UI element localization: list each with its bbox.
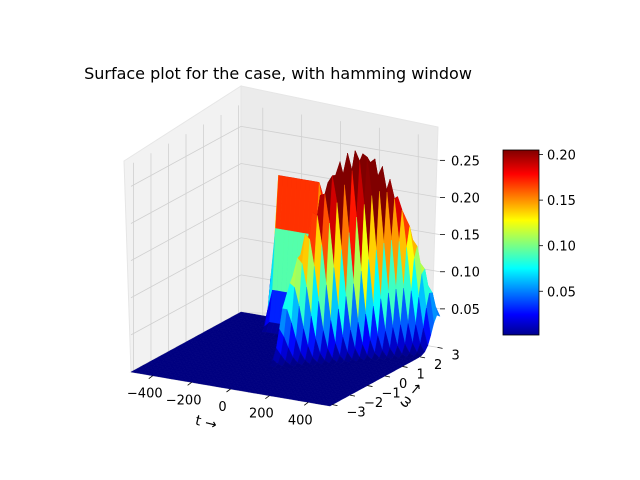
y-tick-label: 1 [417,367,425,382]
y-tick [349,394,356,397]
z-grid-line [130,125,441,187]
x-tick [303,401,309,406]
y-tick [367,385,373,387]
x-tick [148,375,154,380]
colorbar-tick-label: 0.15 [547,194,576,209]
z-tick-label: 0.20 [451,191,480,206]
z-tick-label: 0.05 [451,303,480,318]
x-tick [265,395,270,399]
z-axis-ticks: 0.05 0.10 0.15 0.20 0.25 [440,154,480,318]
colorbar-tick-label: 0.05 [547,285,576,300]
colorbar-tick-label: 0.10 [547,240,576,255]
colorbar: 0.05 0.10 0.15 0.20 [502,149,576,336]
y-tick-label: 2 [434,358,442,373]
chart-title: Surface plot for the case, with hamming … [84,64,472,83]
x-axis-label: t → [194,413,219,434]
x-tick-label: 200 [249,407,274,422]
x-axis-ticks: −400 −200 0 200 400 [127,375,313,428]
surface-patch [324,403,334,407]
z-tick-label: 0.25 [451,154,480,169]
y-tick [402,366,408,368]
y-tick-label: −1 [381,387,400,402]
surface-plot [130,149,441,407]
y-tick-label: −2 [364,396,383,411]
y-tick [384,375,391,378]
x-tick-label: −400 [127,387,163,402]
x-tick [187,382,192,386]
x-tick-label: 400 [288,413,313,428]
colorbar-gradient [502,149,540,336]
y-tick [419,356,426,359]
x-tick-label: 0 [218,400,226,415]
y-tick-label: 0 [399,377,407,392]
z-tick-label: 0.15 [451,229,480,244]
x-tick [226,388,231,393]
z-tick-label: 0.10 [451,266,480,281]
colorbar-ticks: 0.05 0.10 0.15 0.20 [539,149,576,300]
colorbar-tick-label: 0.20 [547,149,576,164]
y-tick [332,404,338,407]
y-tick-label: 3 [452,348,460,363]
x-tick-label: −200 [166,393,202,408]
y-tick-label: −3 [346,406,365,421]
y-tick [437,346,443,349]
